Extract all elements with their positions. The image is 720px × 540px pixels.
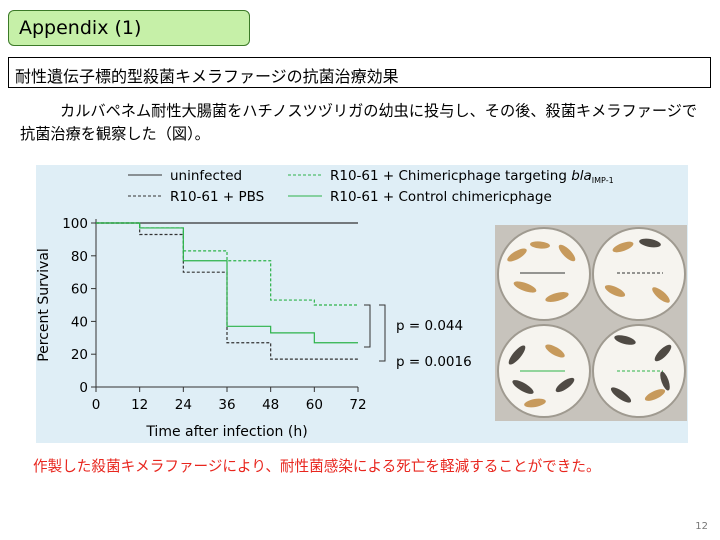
survival-chart: uninfected R10-61 + PBS R10-61 + Chimeri… [36, 168, 614, 440]
x-tick-label: 72 [349, 397, 366, 413]
chart-series [96, 222, 358, 360]
x-tick-label: 48 [262, 397, 279, 413]
bracket-p0016 [379, 304, 386, 362]
legend-targeting-prefix: R10-61 + Chimericphage targeting [330, 168, 571, 184]
y-tick-label: 0 [79, 380, 88, 396]
y-tick-label: 40 [71, 314, 88, 330]
bracket-p044 [364, 304, 371, 348]
y-axis-label: Percent Survival [36, 248, 52, 362]
p-value-044: p = 0.044 [396, 318, 463, 334]
y-tick-label: 100 [62, 216, 88, 232]
legend-label-targeting: R10-61 + Chimericphage targeting blaIMP-… [330, 168, 614, 185]
x-axis-label: Time after infection (h) [145, 424, 307, 440]
conclusion-text: 作製した殺菌キメラファージにより、耐性菌感染による死亡を軽減することができた。 [33, 458, 601, 475]
x-tick-label: 12 [131, 397, 148, 413]
y-tick-label: 80 [71, 249, 88, 265]
x-tick-label: 60 [306, 397, 323, 413]
y-tick-label: 20 [71, 347, 88, 363]
slide-subtitle: 耐性遺伝子標的型殺菌キメラファージの抗菌治療効果 [15, 67, 399, 86]
larvae-petri-dish-photo [495, 225, 687, 421]
legend-label-pbs: R10-61 + PBS [170, 189, 264, 205]
chart-axes: 0 12 24 36 48 60 72 0 20 40 60 80 100 Time after infe… [36, 216, 367, 440]
slide-title-box: Appendix (1) [8, 10, 250, 46]
legend-label-uninfected: uninfected [170, 168, 242, 184]
page-number: 12 [695, 521, 708, 532]
p-value-0016: p = 0.0016 [396, 354, 472, 370]
x-tick-label: 36 [218, 397, 235, 413]
x-tick-label: 24 [175, 397, 192, 413]
x-tick-label: 0 [92, 397, 101, 413]
series-line-1 [96, 222, 358, 360]
legend-label-control: R10-61 + Control chimericphage [330, 189, 552, 205]
subtitle-box: 耐性遺伝子標的型殺菌キメラファージの抗菌治療効果 [8, 57, 711, 88]
slide-title: Appendix (1) [19, 17, 142, 39]
chart-legend: uninfected R10-61 + PBS R10-61 + Chimeri… [128, 168, 614, 205]
legend-targeting-gene: bla [571, 168, 592, 184]
y-tick-label: 60 [71, 282, 88, 298]
significance-brackets: p = 0.044 p = 0.0016 [364, 304, 472, 370]
legend-targeting-sub: IMP-1 [592, 176, 614, 185]
body-text: カルバペネム耐性大腸菌をハチノスツヅリガの幼虫に投与し、その後、殺菌キメラファー… [20, 102, 698, 143]
body-paragraph: カルバペネム耐性大腸菌をハチノスツヅリガの幼虫に投与し、その後、殺菌キメラファー… [20, 100, 710, 146]
series-line-3 [96, 222, 358, 344]
